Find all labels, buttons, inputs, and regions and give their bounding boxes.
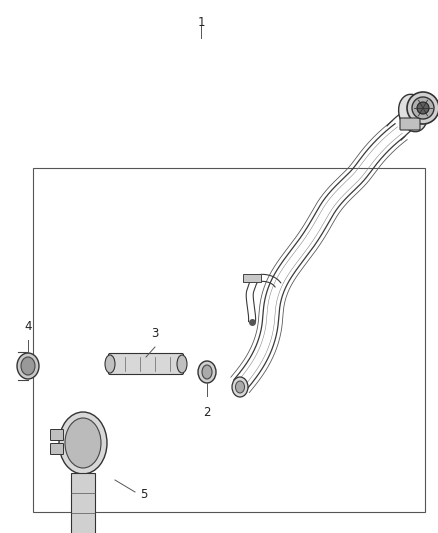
Ellipse shape [236, 381, 244, 393]
Text: 3: 3 [151, 327, 159, 340]
Ellipse shape [232, 377, 248, 397]
Text: 2: 2 [203, 406, 211, 419]
Ellipse shape [407, 92, 438, 124]
Text: 1: 1 [197, 15, 205, 28]
Ellipse shape [17, 353, 39, 379]
Bar [243, 274, 261, 282]
Ellipse shape [202, 365, 212, 379]
Text: 5: 5 [140, 488, 147, 500]
FancyBboxPatch shape [50, 430, 64, 440]
Ellipse shape [399, 94, 427, 132]
Ellipse shape [412, 97, 434, 119]
FancyBboxPatch shape [400, 118, 420, 130]
Bar [33, 168, 425, 512]
Ellipse shape [198, 361, 216, 383]
Text: 4: 4 [24, 320, 32, 333]
Bar [71, 473, 95, 533]
FancyBboxPatch shape [50, 443, 64, 455]
Ellipse shape [105, 355, 115, 373]
FancyBboxPatch shape [109, 353, 184, 375]
Ellipse shape [59, 412, 107, 474]
Ellipse shape [65, 418, 101, 468]
Ellipse shape [21, 357, 35, 375]
Ellipse shape [417, 102, 429, 114]
Ellipse shape [177, 355, 187, 373]
